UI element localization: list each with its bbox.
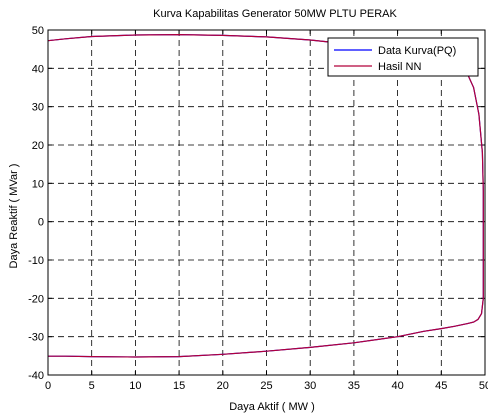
x-tick-label: 50 [479, 380, 488, 392]
x-tick-label: 30 [304, 380, 316, 392]
grid [48, 30, 485, 375]
series-line-2 [47, 33, 484, 358]
plot-frame [47, 29, 486, 376]
y-tick-label: -30 [28, 332, 44, 344]
x-tick-label: 40 [391, 380, 403, 392]
series-line-1 [47, 33, 484, 358]
x-tick-label: 35 [348, 380, 360, 392]
legend-label: Hasil NN [378, 61, 421, 73]
x-axis-label: Daya Aktif ( MW ) [229, 401, 315, 413]
y-tick-label: 20 [32, 140, 44, 152]
y-axis-label: Daya Reaktif ( MVar ) [8, 164, 20, 269]
legend-label: Data Kurva(PQ) [378, 45, 456, 57]
x-tick-label: 20 [217, 380, 229, 392]
x-tick-label: 15 [173, 380, 185, 392]
x-tick-label: 5 [89, 380, 95, 392]
x-ticks: 0 5 10 15 20 25 30 35 40 45 50 [45, 30, 488, 392]
chart-title: Kurva Kapabilitas Generator 50MW PLTU PE… [153, 8, 397, 20]
y-ticks: -40 -30 -20 -10 0 10 20 30 40 50 [28, 25, 485, 382]
legend: Data Kurva(PQ) Hasil NN [327, 37, 479, 77]
y-tick-label: -40 [28, 370, 44, 382]
y-tick-label: -20 [28, 293, 44, 305]
x-tick-label: 45 [435, 380, 447, 392]
legend-box [327, 37, 479, 77]
x-tick-label: 0 [45, 380, 51, 392]
y-tick-label: -10 [28, 255, 44, 267]
x-tick-label: 25 [260, 380, 272, 392]
y-tick-label: 40 [32, 63, 44, 75]
plot-series [47, 33, 484, 358]
y-tick-label: 50 [32, 25, 44, 37]
x-tick-label: 10 [129, 380, 141, 392]
y-tick-label: 0 [38, 217, 44, 229]
y-tick-label: 10 [32, 178, 44, 190]
y-tick-label: 30 [32, 102, 44, 114]
